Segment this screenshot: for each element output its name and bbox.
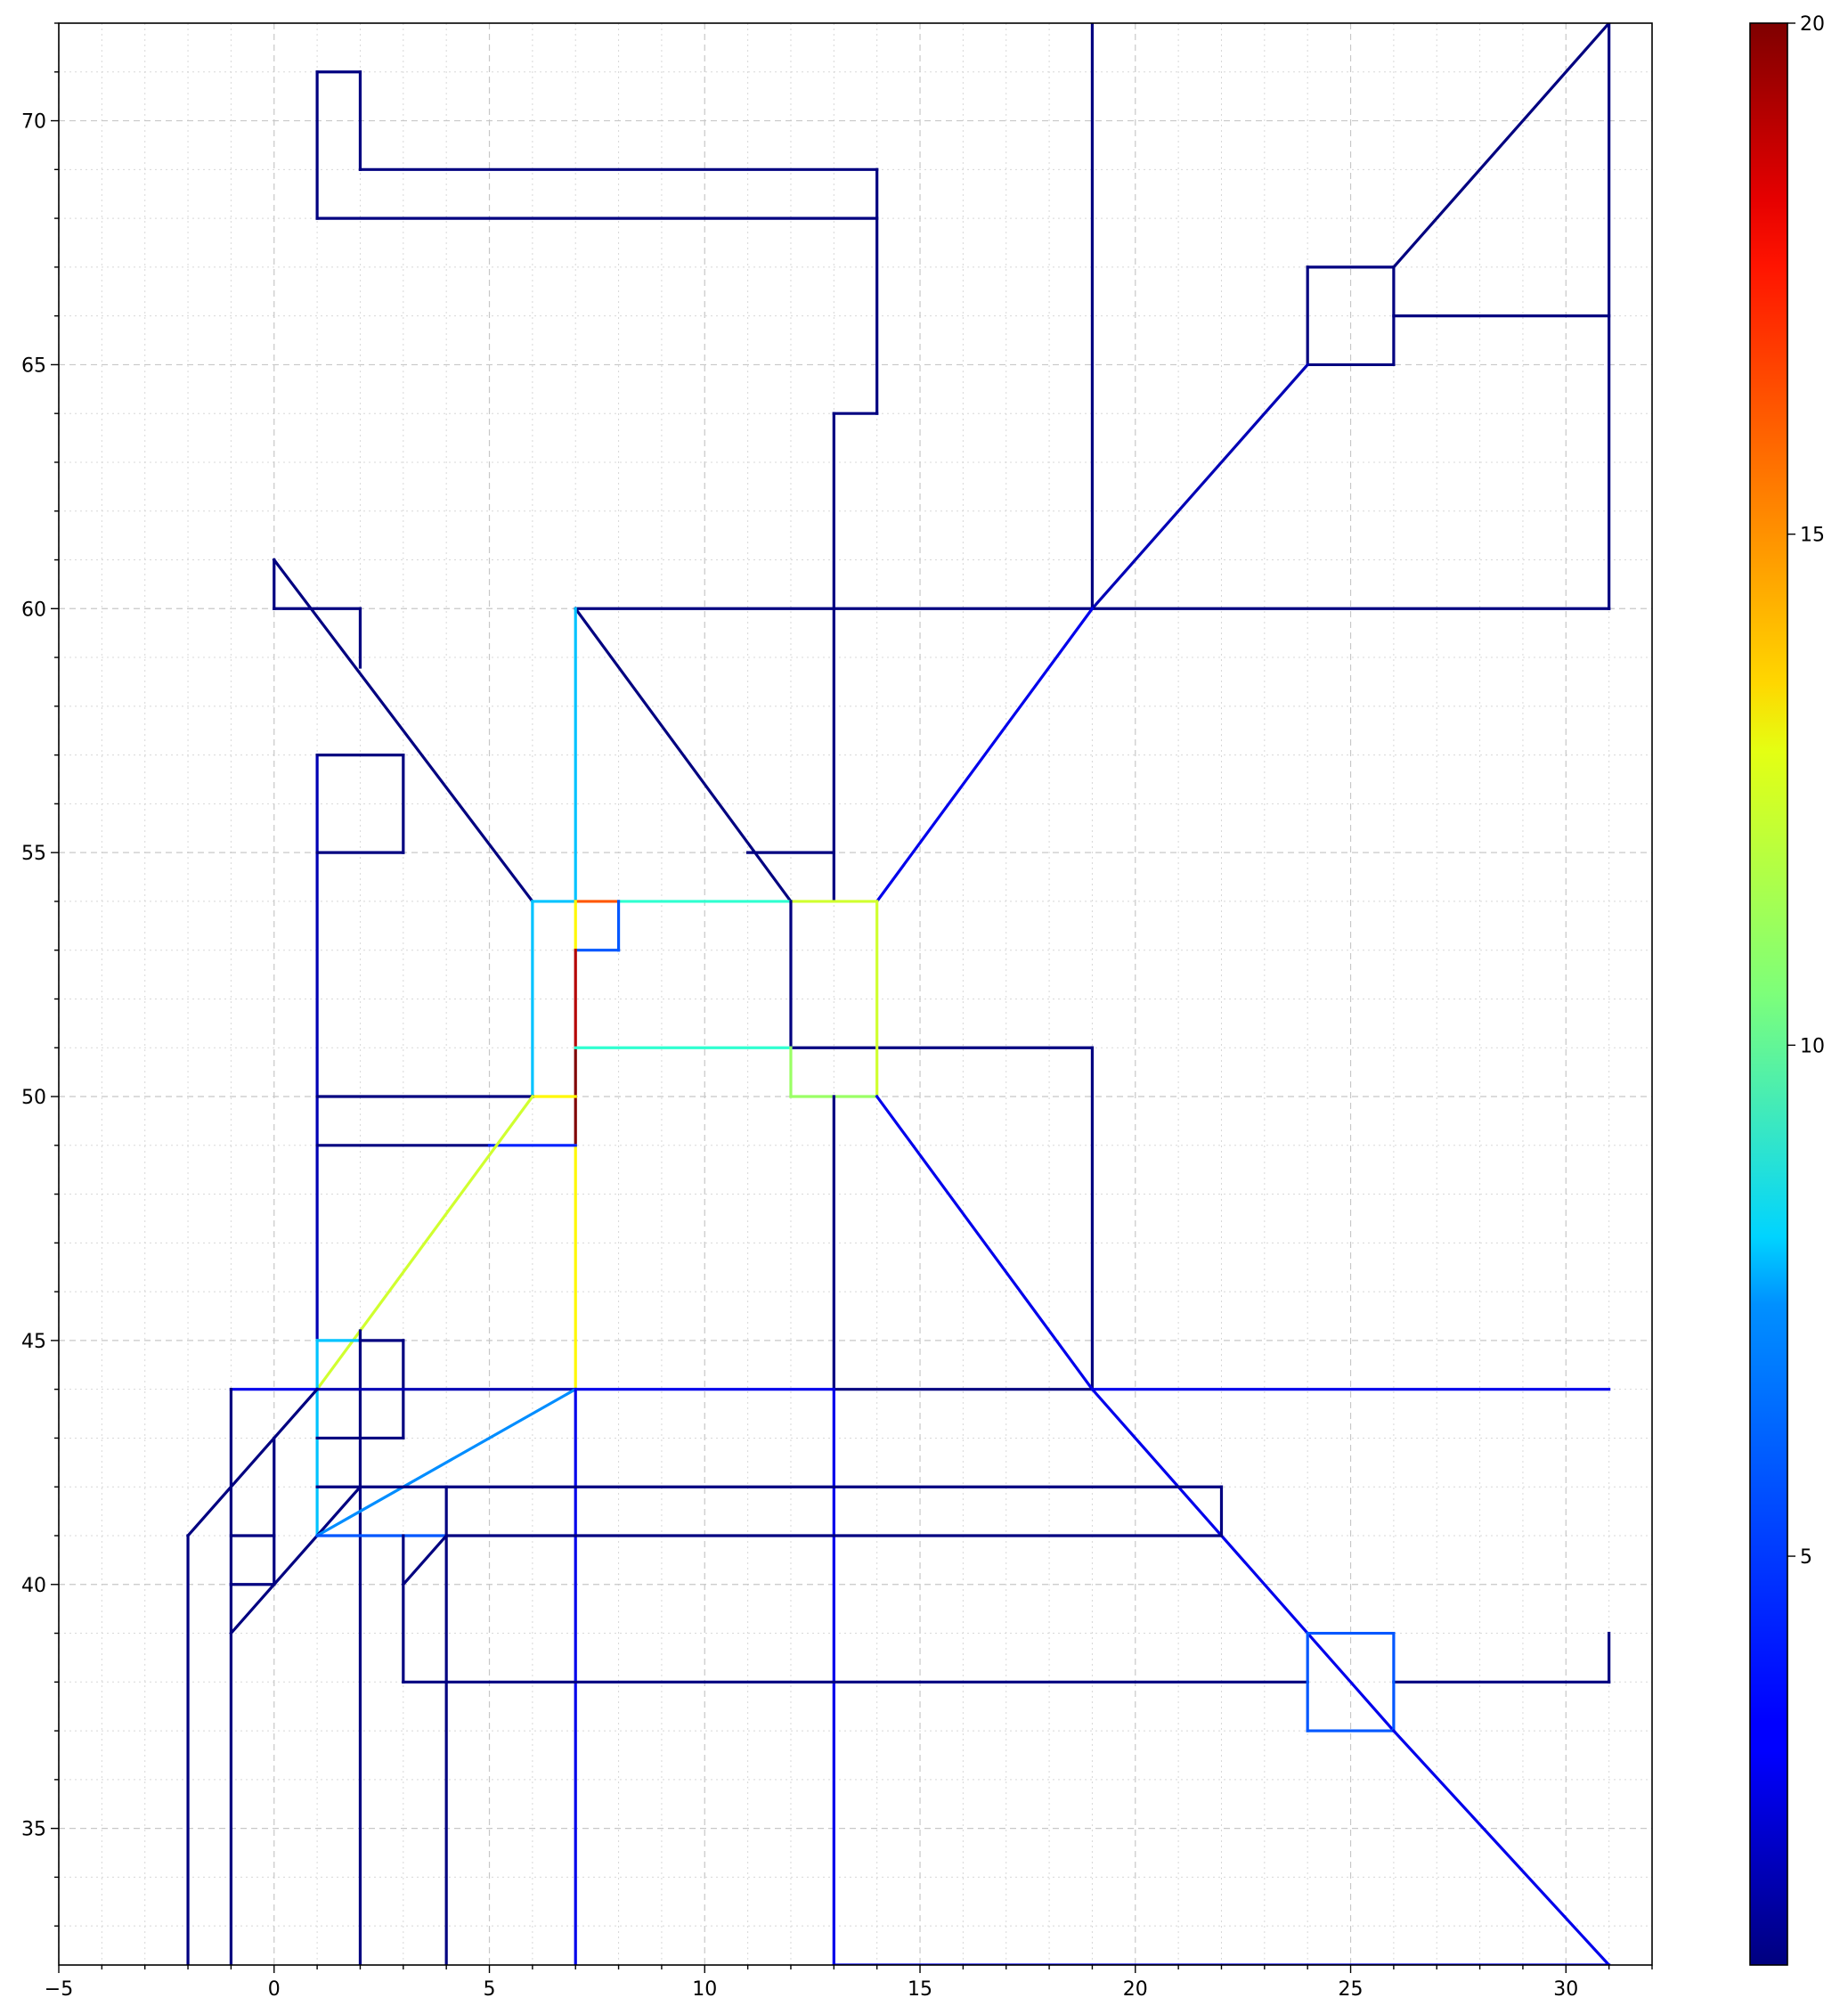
x-tick-label: 30 xyxy=(1553,1978,1578,2001)
edge-segment xyxy=(1391,1728,1611,1965)
y-tick-label: 60 xyxy=(21,599,46,621)
plot-frame xyxy=(58,22,1653,1966)
edge-segment xyxy=(573,607,794,904)
edge-segment xyxy=(229,1484,362,1635)
segments-layer xyxy=(185,23,1611,1965)
y-tick-label: 65 xyxy=(21,355,46,377)
edge-segment xyxy=(185,1387,320,1538)
y-tick-label: 50 xyxy=(21,1087,46,1109)
colorbar-tick-label: 10 xyxy=(1800,1035,1825,1057)
x-tick-label: 25 xyxy=(1339,1978,1364,2001)
colorbar-tick-label: 20 xyxy=(1800,13,1825,36)
y-tick-label: 40 xyxy=(21,1575,46,1597)
colorbar-tick-label: 5 xyxy=(1800,1546,1812,1569)
edge-segment xyxy=(1391,23,1611,270)
colorbar-ticks: 5 10 15 20 xyxy=(1787,13,1825,1569)
x-tick-label: 0 xyxy=(268,1978,281,2001)
edge-segment xyxy=(314,1387,578,1538)
edge-segment xyxy=(875,1094,1095,1391)
plot-background xyxy=(59,23,1652,1965)
x-tick-label: −5 xyxy=(45,1978,73,2001)
y-tick-label: 70 xyxy=(21,111,46,134)
colorbar-gradient xyxy=(1749,22,1788,1966)
x-axis: −5 0 5 10 15 20 25 30 xyxy=(45,1965,1653,2001)
x-tick-label: 15 xyxy=(908,1978,932,2001)
y-tick-label: 35 xyxy=(21,1819,46,1841)
edge-segment xyxy=(1090,1387,1396,1733)
edge-segment xyxy=(875,607,1095,904)
colorbar: 5 10 15 20 xyxy=(1749,13,1825,1966)
edge-segment xyxy=(272,558,535,904)
x-tick-label: 5 xyxy=(484,1978,496,2001)
x-tick-label: 10 xyxy=(692,1978,717,2001)
x-tick-label: 20 xyxy=(1123,1978,1148,2001)
edge-segment xyxy=(1090,363,1310,611)
edge-segment xyxy=(401,1533,449,1587)
y-tick-label: 45 xyxy=(21,1331,46,1353)
colorbar-tick-label: 15 xyxy=(1800,525,1825,547)
y-axis: 35 40 45 50 55 60 65 70 xyxy=(21,22,59,1927)
y-tick-label: 55 xyxy=(21,843,46,865)
